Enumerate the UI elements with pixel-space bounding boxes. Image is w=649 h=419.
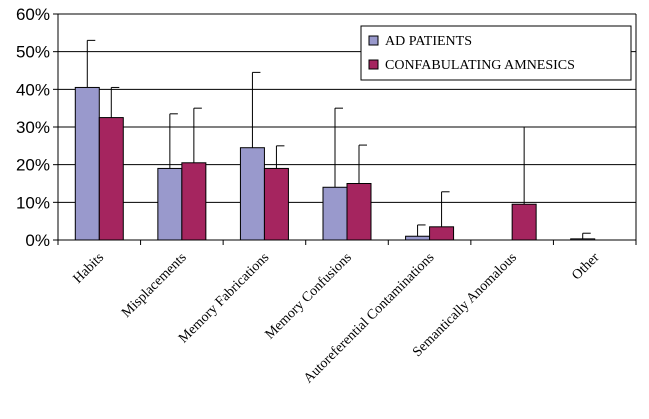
x-category-label: Autoreferential Contaminations — [301, 250, 437, 386]
bar — [405, 235, 431, 241]
legend: AD PATIENTS CONFABULATING AMNESICS — [360, 25, 632, 81]
bar — [511, 203, 537, 241]
y-tick-label: 30% — [16, 118, 50, 137]
legend-swatch — [368, 35, 379, 46]
bar — [98, 117, 124, 241]
bar — [263, 167, 289, 241]
bar — [239, 147, 265, 241]
y-axis-tick-labels: 0% 10% 20% 30% 40% 50% 60% — [16, 5, 50, 250]
legend-box — [360, 25, 632, 81]
bar — [157, 167, 183, 241]
y-tick-label: 60% — [16, 5, 50, 24]
axes — [53, 13, 637, 245]
legend-label: CONFABULATING AMNESICS — [385, 58, 575, 73]
gridlines — [58, 13, 636, 203]
y-tick-label: 0% — [25, 231, 50, 250]
x-category-label: Misplacements — [119, 250, 190, 321]
bar — [429, 226, 455, 241]
x-category-label: Memory Fabrications — [176, 250, 272, 346]
y-tick-label: 10% — [16, 193, 50, 212]
legend-swatch — [368, 59, 379, 70]
y-tick-label: 40% — [16, 80, 50, 99]
bar — [346, 183, 372, 241]
x-category-label: Habits — [71, 250, 107, 286]
x-category-label: Memory Confusions — [263, 250, 355, 342]
legend-label: AD PATIENTS — [385, 34, 472, 49]
bar — [322, 186, 348, 241]
y-tick-label: 50% — [16, 43, 50, 62]
y-tick-label: 20% — [16, 156, 50, 175]
bar — [74, 86, 100, 241]
x-category-label: Other — [569, 250, 602, 283]
bar — [181, 162, 207, 241]
